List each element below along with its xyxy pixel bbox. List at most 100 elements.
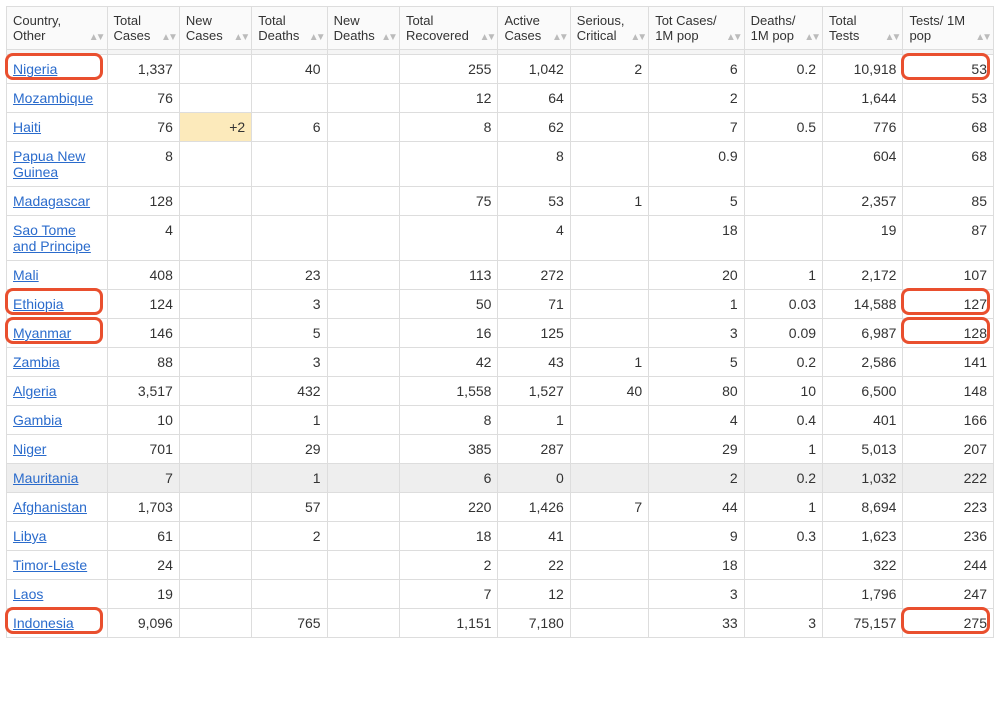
- sort-icon[interactable]: ▲▼: [975, 32, 989, 43]
- sort-icon[interactable]: ▲▼: [233, 32, 247, 43]
- data-cell: 7: [649, 113, 744, 142]
- data-cell: 12: [498, 580, 570, 609]
- data-cell: 22: [498, 551, 570, 580]
- table-row: Haiti76+2686270.577668: [7, 113, 994, 142]
- data-cell: 141: [903, 348, 994, 377]
- column-header[interactable]: Total Deaths▲▼: [252, 7, 327, 50]
- country-cell: Haiti: [7, 113, 108, 142]
- country-link[interactable]: Gambia: [13, 412, 62, 428]
- column-header[interactable]: Total Recovered▲▼: [399, 7, 497, 50]
- data-cell: 107: [903, 261, 994, 290]
- data-cell: [179, 522, 251, 551]
- column-header[interactable]: New Deaths▲▼: [327, 7, 399, 50]
- data-cell: 24: [107, 551, 179, 580]
- data-cell: [570, 551, 648, 580]
- data-cell: [179, 187, 251, 216]
- sort-icon[interactable]: ▲▼: [804, 32, 818, 43]
- country-link[interactable]: Nigeria: [13, 61, 57, 77]
- column-header[interactable]: Total Tests▲▼: [823, 7, 903, 50]
- country-link[interactable]: Laos: [13, 586, 43, 602]
- data-cell: 80: [649, 377, 744, 406]
- column-header[interactable]: Country, Other▲▼: [7, 7, 108, 50]
- data-cell: 29: [649, 435, 744, 464]
- column-header[interactable]: Tests/ 1M pop▲▼: [903, 7, 994, 50]
- data-cell: 0.9: [649, 142, 744, 187]
- data-cell: 18: [649, 551, 744, 580]
- country-link[interactable]: Madagascar: [13, 193, 90, 209]
- data-cell: 0: [498, 464, 570, 493]
- data-cell: 40: [570, 377, 648, 406]
- country-link[interactable]: Afghanistan: [13, 499, 87, 515]
- data-cell: 5,013: [823, 435, 903, 464]
- data-cell: [179, 142, 251, 187]
- data-cell: 7,180: [498, 609, 570, 638]
- country-cell: Papua New Guinea: [7, 142, 108, 187]
- sort-icon[interactable]: ▲▼: [480, 32, 494, 43]
- data-cell: [570, 464, 648, 493]
- column-header[interactable]: Deaths/ 1M pop▲▼: [744, 7, 822, 50]
- country-link[interactable]: Sao Tome and Principe: [13, 222, 91, 254]
- country-link[interactable]: Mali: [13, 267, 39, 283]
- country-link[interactable]: Timor-Leste: [13, 557, 87, 573]
- sort-icon[interactable]: ▲▼: [885, 32, 899, 43]
- column-header[interactable]: Tot Cases/ 1M pop▲▼: [649, 7, 744, 50]
- data-cell: 68: [903, 142, 994, 187]
- country-cell: Mauritania: [7, 464, 108, 493]
- data-cell: [744, 551, 822, 580]
- data-cell: 23: [252, 261, 327, 290]
- data-cell: 275: [903, 609, 994, 638]
- sort-icon[interactable]: ▲▼: [309, 32, 323, 43]
- column-header[interactable]: Active Cases▲▼: [498, 7, 570, 50]
- column-label: New Cases: [186, 13, 223, 43]
- data-cell: 255: [399, 55, 497, 84]
- sort-icon[interactable]: ▲▼: [89, 32, 103, 43]
- data-cell: 8,694: [823, 493, 903, 522]
- data-cell: [327, 580, 399, 609]
- data-cell: 40: [252, 55, 327, 84]
- country-link[interactable]: Ethiopia: [13, 296, 64, 312]
- data-cell: 64: [498, 84, 570, 113]
- country-link[interactable]: Libya: [13, 528, 46, 544]
- data-cell: 236: [903, 522, 994, 551]
- data-cell: 9: [649, 522, 744, 551]
- country-cell: Niger: [7, 435, 108, 464]
- country-cell: Ethiopia: [7, 290, 108, 319]
- country-link[interactable]: Myanmar: [13, 325, 71, 341]
- data-cell: [570, 261, 648, 290]
- data-cell: 19: [823, 216, 903, 261]
- sort-icon[interactable]: ▲▼: [161, 32, 175, 43]
- column-header[interactable]: Total Cases▲▼: [107, 7, 179, 50]
- data-cell: 765: [252, 609, 327, 638]
- column-header[interactable]: New Cases ▲▼: [179, 7, 251, 50]
- data-cell: [327, 113, 399, 142]
- sort-icon[interactable]: ▲▼: [381, 32, 395, 43]
- data-cell: 53: [498, 187, 570, 216]
- data-cell: 4: [107, 216, 179, 261]
- data-cell: [570, 406, 648, 435]
- data-cell: 50: [399, 290, 497, 319]
- data-cell: 1,527: [498, 377, 570, 406]
- data-cell: [252, 142, 327, 187]
- data-cell: 9,096: [107, 609, 179, 638]
- country-link[interactable]: Haiti: [13, 119, 41, 135]
- country-link[interactable]: Zambia: [13, 354, 60, 370]
- data-cell: 1: [744, 435, 822, 464]
- country-link[interactable]: Indonesia: [13, 615, 74, 631]
- data-cell: 2: [649, 464, 744, 493]
- sort-icon[interactable]: ▲▼: [630, 32, 644, 43]
- sort-icon[interactable]: ▲▼: [552, 32, 566, 43]
- country-link[interactable]: Mauritania: [13, 470, 78, 486]
- data-cell: 0.03: [744, 290, 822, 319]
- column-header[interactable]: Serious, Critical▲▼: [570, 7, 648, 50]
- data-cell: 272: [498, 261, 570, 290]
- country-link[interactable]: Algeria: [13, 383, 57, 399]
- country-link[interactable]: Mozambique: [13, 90, 93, 106]
- country-link[interactable]: Niger: [13, 441, 46, 457]
- sort-icon[interactable]: ▲▼: [726, 32, 740, 43]
- country-link[interactable]: Papua New Guinea: [13, 148, 85, 180]
- data-cell: 12: [399, 84, 497, 113]
- data-cell: 5: [649, 187, 744, 216]
- data-cell: [744, 580, 822, 609]
- data-cell: 1: [252, 406, 327, 435]
- table-row: Mozambique76126421,64453: [7, 84, 994, 113]
